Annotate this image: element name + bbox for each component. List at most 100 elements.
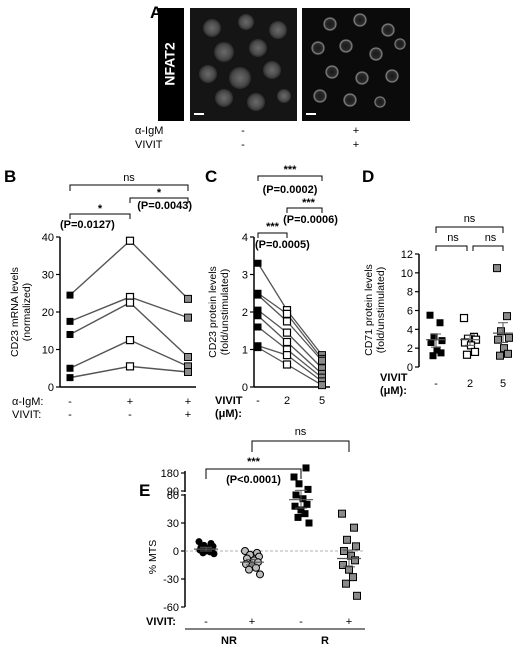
cell bbox=[249, 39, 267, 57]
data-point bbox=[290, 473, 298, 481]
condition-value: + bbox=[346, 616, 352, 628]
data-point bbox=[504, 349, 512, 358]
y-tick-label: 30 bbox=[167, 518, 179, 530]
p-value-label: (P=0.0002) bbox=[263, 184, 318, 196]
significance-label: * bbox=[98, 203, 103, 215]
data-point bbox=[342, 579, 350, 588]
panel-d-letter: D bbox=[362, 167, 374, 186]
cell bbox=[353, 13, 367, 27]
data-point bbox=[297, 506, 305, 514]
data-point bbox=[353, 591, 361, 600]
cell bbox=[355, 71, 369, 85]
cell bbox=[343, 93, 357, 107]
condition-value: 5 bbox=[319, 395, 325, 407]
chart-c: C 0 1 2 3 4 CD23 protein levels (fold/unstimula… bbox=[205, 164, 338, 420]
data-point bbox=[430, 333, 438, 341]
data-point bbox=[350, 523, 358, 532]
condition-igm-2: + bbox=[353, 125, 359, 137]
data-point bbox=[184, 353, 192, 361]
data-point bbox=[302, 464, 310, 472]
cell bbox=[229, 67, 251, 89]
condition-value: - bbox=[204, 616, 208, 628]
panel-c-letter: C bbox=[205, 167, 217, 186]
y-tick-label: 2 bbox=[407, 343, 413, 355]
data-point bbox=[340, 547, 348, 555]
condition-value: - bbox=[68, 409, 72, 421]
cell bbox=[339, 39, 353, 53]
data-point bbox=[66, 291, 74, 299]
y-tick-label: 1 bbox=[242, 345, 248, 357]
condition-vivit-2: + bbox=[353, 139, 359, 151]
significance-bracket bbox=[435, 245, 468, 251]
data-point bbox=[318, 356, 326, 365]
data-point bbox=[339, 561, 347, 569]
y-tick-label: 90 bbox=[167, 486, 179, 498]
significance-label: *** bbox=[302, 197, 316, 209]
data-point bbox=[433, 346, 441, 354]
data-point bbox=[462, 350, 472, 359]
y-axis-label: (fold/unstimulated) bbox=[375, 267, 387, 353]
significance-label: ns bbox=[123, 172, 135, 184]
cell bbox=[381, 23, 395, 37]
y-tick-label: 0 bbox=[407, 362, 413, 374]
data-point bbox=[427, 339, 435, 347]
data-point bbox=[304, 485, 312, 493]
cell bbox=[277, 89, 291, 103]
data-point bbox=[503, 312, 511, 321]
cell bbox=[214, 42, 234, 62]
y-tick-label: 180 bbox=[161, 468, 179, 480]
condition-value: 5 bbox=[500, 378, 506, 390]
data-point bbox=[195, 538, 203, 546]
condition-value: - bbox=[128, 409, 132, 421]
significance-bracket bbox=[257, 175, 323, 181]
data-point bbox=[493, 264, 501, 273]
data-point bbox=[497, 327, 505, 336]
cell bbox=[311, 41, 325, 55]
significance-label: ns bbox=[464, 213, 476, 225]
data-point bbox=[305, 519, 313, 527]
y-tick-label: 30 bbox=[42, 270, 54, 282]
cell bbox=[269, 21, 287, 39]
p-value-label: (P=0.0127) bbox=[60, 219, 115, 231]
significance-bracket bbox=[286, 207, 323, 213]
y-tick-label: 20 bbox=[42, 307, 54, 319]
significance-bracket bbox=[129, 197, 189, 203]
group-label: R bbox=[321, 635, 329, 647]
significance-label: ns bbox=[485, 232, 497, 244]
p-value-label: (P<0.0001) bbox=[226, 474, 281, 486]
y-tick-label: 10 bbox=[401, 268, 413, 280]
data-point bbox=[256, 570, 264, 579]
significance-bracket bbox=[69, 184, 189, 191]
condition-igm-1: - bbox=[241, 125, 245, 137]
y-tick-label: 0 bbox=[48, 382, 54, 394]
data-point bbox=[245, 565, 253, 574]
p-value-label: (P=0.0005) bbox=[255, 239, 310, 251]
data-point bbox=[254, 259, 262, 267]
data-point bbox=[437, 349, 445, 357]
significance-bracket bbox=[257, 232, 288, 238]
condition-value: - bbox=[434, 378, 438, 390]
y-tick-label: 4 bbox=[242, 232, 248, 244]
cell bbox=[394, 38, 406, 50]
y-tick-label: 12 bbox=[401, 249, 413, 261]
data-point bbox=[125, 336, 135, 345]
data-point bbox=[349, 573, 357, 582]
data-point bbox=[184, 313, 192, 322]
cell bbox=[199, 65, 217, 83]
condition-value: + bbox=[185, 409, 191, 421]
data-point bbox=[66, 331, 74, 338]
data-point bbox=[184, 368, 192, 376]
data-point bbox=[303, 500, 311, 508]
data-point bbox=[426, 311, 434, 319]
significance-label: *** bbox=[247, 456, 261, 468]
y-tick-label: 4 bbox=[407, 324, 413, 336]
condition-vivit-1: - bbox=[241, 139, 245, 151]
stain-label: NFAT2 bbox=[162, 42, 178, 86]
data-point bbox=[199, 549, 207, 557]
p-value-label: (P=0.0006) bbox=[283, 214, 338, 226]
data-point bbox=[254, 306, 262, 314]
y-tick-label: 2 bbox=[242, 307, 248, 319]
y-axis-label: CD71 protein levels bbox=[363, 264, 375, 356]
